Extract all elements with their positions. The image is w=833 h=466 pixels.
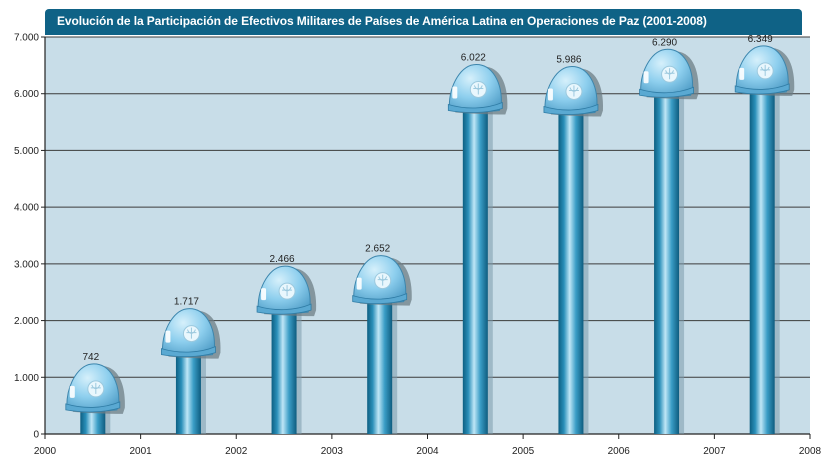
data-label: 6.349	[748, 34, 773, 45]
bar-4	[352, 255, 412, 434]
x-tick-label: 2007	[703, 446, 726, 457]
helmet-brim	[447, 101, 503, 113]
data-label: 1.717	[174, 297, 199, 308]
data-label: 5.986	[556, 55, 581, 66]
data-label: 742	[82, 352, 99, 363]
x-tick-label: 2002	[225, 446, 248, 457]
helmet-brim	[161, 346, 216, 358]
bar-6	[543, 66, 604, 434]
helmet-highlight	[452, 86, 458, 99]
x-tick-label: 2008	[799, 446, 822, 457]
bar-7	[639, 48, 699, 434]
y-tick-label: 1.000	[14, 373, 39, 384]
bar-5	[447, 63, 508, 435]
bar	[367, 283, 393, 434]
bar-2	[161, 308, 221, 434]
bar	[271, 294, 297, 434]
helmet-brim	[352, 292, 408, 304]
x-tick-label: 2000	[34, 446, 57, 457]
chart-title-bar: Evolución de la Participación de Efectiv…	[45, 9, 802, 35]
helmet-highlight	[69, 385, 75, 398]
y-tick-label: 2.000	[14, 316, 39, 327]
chart-title: Evolución de la Participación de Efectiv…	[57, 14, 707, 28]
un-helmet-icon	[639, 48, 699, 100]
data-label: 6.022	[461, 52, 486, 63]
un-helmet-icon	[543, 66, 604, 117]
helmet-brim	[256, 303, 312, 315]
bar	[654, 77, 680, 434]
bar-3	[256, 265, 317, 434]
un-emblem-detail	[90, 382, 101, 394]
un-emblem-detail	[282, 285, 293, 297]
x-tick-label: 2005	[512, 446, 535, 457]
un-emblem-detail	[568, 85, 579, 97]
un-emblem-detail	[186, 327, 197, 339]
y-tick-label: 7.000	[14, 33, 39, 44]
x-tick-label: 2006	[608, 446, 631, 457]
bar-8	[734, 45, 795, 435]
helmet-highlight	[547, 88, 553, 101]
helmet-brim	[65, 401, 121, 413]
bar	[749, 73, 775, 435]
y-tick-label: 3.000	[14, 259, 39, 270]
y-tick-label: 6.000	[14, 89, 39, 100]
un-helmet-icon	[352, 255, 412, 306]
helmet-highlight	[165, 330, 171, 343]
x-tick-label: 2004	[416, 446, 439, 457]
x-tick-label: 2001	[130, 446, 153, 457]
data-label: 2.466	[270, 254, 295, 265]
helmet-brim	[639, 86, 694, 98]
helmet-brim	[543, 103, 599, 115]
bars	[65, 45, 795, 435]
bar-1	[65, 363, 125, 434]
y-tick-label: 5.000	[14, 146, 39, 157]
un-emblem-detail	[473, 83, 484, 95]
y-tick-label: 0	[33, 430, 39, 441]
y-tick-label: 4.000	[14, 203, 39, 214]
un-emblem-detail	[664, 68, 675, 80]
helmet-highlight	[261, 288, 267, 301]
un-helmet-icon	[65, 363, 125, 414]
un-emblem-detail	[760, 64, 771, 76]
helmet-highlight	[643, 71, 649, 84]
x-tick-label: 2003	[321, 446, 344, 457]
data-label: 2.652	[365, 244, 390, 255]
data-label: 6.290	[652, 37, 677, 48]
labels: 742 1.717 2.466 2.652 6.022 5.986 6.290 6.349	[82, 34, 773, 363]
bar	[558, 94, 584, 434]
helmet-highlight	[356, 277, 362, 290]
bar	[462, 92, 488, 435]
helmet-brim	[734, 83, 790, 95]
un-emblem-detail	[377, 274, 388, 286]
helmet-highlight	[739, 67, 745, 80]
un-helmet-icon	[161, 308, 221, 359]
un-helmet-icon	[734, 45, 795, 96]
un-helmet-icon	[256, 265, 317, 317]
un-helmet-icon	[447, 63, 508, 115]
axes: 0 1.000 2.000 3.000 4.000 5.000 6.000 7.000 2000…	[14, 33, 822, 458]
